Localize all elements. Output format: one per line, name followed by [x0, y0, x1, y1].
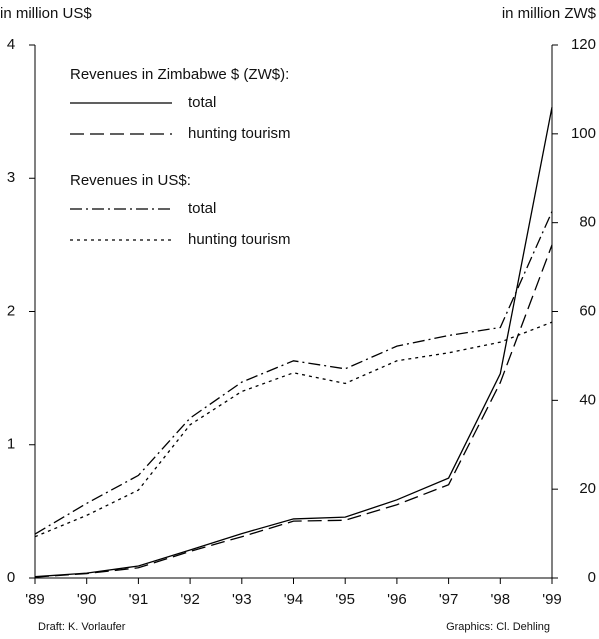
legend-title: Revenues in Zimbabwe $ (ZW$): — [70, 66, 289, 83]
x-tick-label: '94 — [284, 591, 304, 608]
y-tick-label: 4 — [7, 36, 15, 53]
legend-label: hunting tourism — [188, 125, 291, 142]
y2-tick-label: 60 — [579, 302, 596, 319]
series-line — [34, 321, 553, 538]
x-tick-label: '90 — [77, 591, 97, 608]
x-tick-label: '91 — [129, 591, 149, 608]
series-line — [34, 107, 553, 578]
y-tick-label: 2 — [7, 302, 15, 319]
y2-axis-label: in million ZW$ — [502, 5, 597, 22]
x-tick-label: '97 — [439, 591, 459, 608]
credit: Draft: K. Vorlaufer — [38, 621, 126, 633]
y2-tick-label: 20 — [579, 480, 596, 497]
x-tick-label: '96 — [387, 591, 407, 608]
y-tick-label: 0 — [7, 569, 15, 586]
y-axis-label: in million US$ — [0, 5, 92, 22]
y2-tick-label: 120 — [571, 36, 596, 53]
x-tick-label: '98 — [491, 591, 511, 608]
series-line — [34, 211, 553, 535]
legend-label: total — [188, 200, 216, 217]
y2-tick-label: 80 — [579, 214, 596, 231]
legend-label: total — [188, 94, 216, 111]
x-tick-label: '92 — [180, 591, 200, 608]
x-tick-label: '89 — [25, 591, 45, 608]
x-tick-label: '93 — [232, 591, 252, 608]
credit: Graphics: Cl. Dehling — [446, 621, 550, 633]
x-tick-label: '99 — [542, 591, 562, 608]
y-tick-label: 1 — [7, 436, 15, 453]
legend-label: hunting tourism — [188, 231, 291, 248]
series-line — [34, 244, 553, 578]
legend-title: Revenues in US$: — [70, 172, 191, 189]
y2-tick-label: 0 — [588, 569, 596, 586]
y-tick-label: 3 — [7, 169, 15, 186]
y2-tick-label: 40 — [579, 391, 596, 408]
y2-tick-label: 100 — [571, 125, 596, 142]
x-tick-label: '95 — [335, 591, 355, 608]
